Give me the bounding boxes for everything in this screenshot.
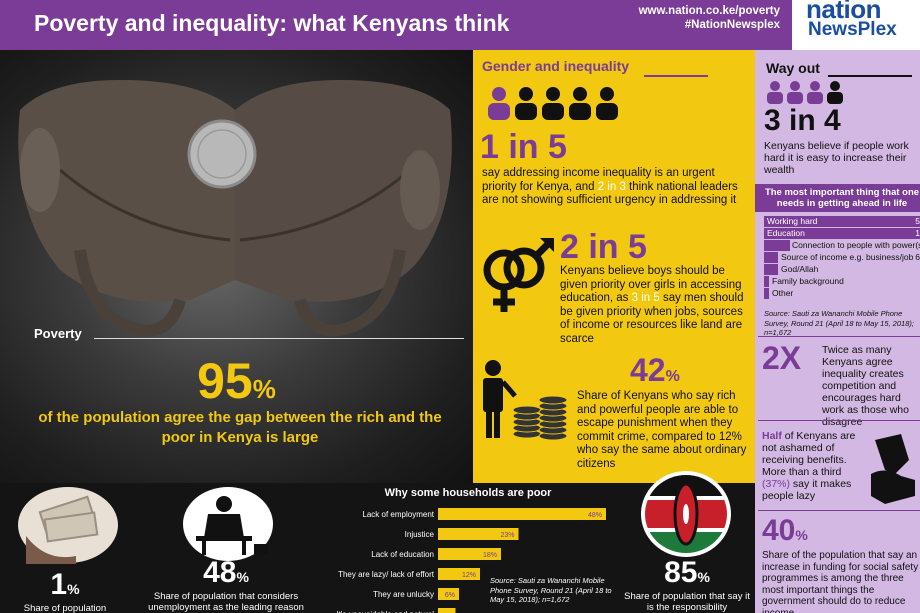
rich-man-money-icon — [483, 360, 568, 441]
left-hand-shape — [18, 80, 236, 302]
hands-illustration — [18, 80, 452, 337]
chart-value-label: 23% — [500, 532, 514, 539]
way-out-item-label: God/Allah — [781, 264, 819, 274]
coin-icon — [187, 119, 257, 189]
way-out-item-label: Source of income e.g. business/job — [781, 252, 914, 262]
stat-2-in-5: 2 in 5 — [560, 228, 647, 266]
chart-bar — [438, 528, 519, 540]
way-out-chart-title-bg — [755, 184, 920, 212]
chart-category-label: They are unlucky — [373, 590, 434, 599]
chart-bar — [438, 548, 501, 560]
poverty-stat-unit: % — [252, 374, 276, 404]
way-out-text-4: Share of the population that say an incr… — [762, 550, 919, 613]
poverty-label: Poverty — [34, 326, 82, 341]
chart-bar — [438, 608, 456, 613]
gender-header-line — [644, 75, 708, 77]
right-thumb — [400, 150, 440, 230]
way-out-item-label: Family background — [772, 276, 844, 286]
stat-40: 40% — [762, 514, 808, 547]
way-out-source: Source: Sauti za Wananchi Mobile Phone S… — [764, 309, 914, 337]
money-hand-icon — [18, 487, 118, 564]
way-out-panel — [755, 50, 920, 613]
stat-2x: 2X — [762, 340, 802, 376]
poverty-stat-value: 95 — [197, 353, 253, 409]
unemployed-man-icon — [183, 487, 273, 561]
chart-value-label: 12% — [462, 572, 476, 579]
why-poor-chart: Why some households are poor Lack of emp… — [318, 487, 618, 613]
header-url[interactable]: www.nation.co.ke/poverty — [638, 5, 780, 17]
chart-category-label: They are lazy/ lack of effort — [338, 570, 435, 579]
chart-svg: Lack of employment 48% Injustice 23% Lack of… — [336, 508, 606, 613]
poverty-stat: 95% — [0, 352, 473, 410]
way-out-text-1: Kenyans believe if people work hard it i… — [764, 140, 909, 176]
page-title: Poverty and inequality: what Kenyans thi… — [34, 10, 510, 36]
way-out-text-2: Twice as many Kenyans agree inequality c… — [822, 344, 909, 428]
poverty-description: of the population agree the gap between … — [38, 409, 442, 446]
poverty-divider — [94, 338, 464, 339]
gender-symbols-icon — [483, 238, 554, 312]
chart-source: Source: Sauti za Wananchi Mobile Phone S… — [490, 576, 612, 604]
stat-42: 42% — [630, 352, 680, 388]
gender-text-1: say addressing income inequality is an u… — [482, 167, 738, 206]
left-thumb — [20, 128, 60, 212]
chart-category-label: It's unavoidable and natural — [336, 610, 434, 613]
way-out-divider-2 — [758, 420, 920, 421]
chart-title: Why some households are poor — [384, 487, 552, 499]
bottom-text-1: Share of population — [23, 603, 107, 613]
bottom-text-2: Share of population that considers unemp… — [148, 591, 304, 613]
bottom-text-3: Share of population that say it is the r… — [624, 591, 750, 613]
chart-value-label: 6% — [445, 592, 455, 599]
bottom-strip — [0, 483, 755, 613]
people-3-in-4-icon — [767, 81, 843, 104]
chart-bar — [438, 588, 459, 600]
kenya-flag-shield-icon — [641, 471, 731, 557]
logo-nation: nation — [806, 0, 882, 24]
chart-value-label: 48% — [588, 512, 602, 519]
way-out-header: Way out — [766, 60, 820, 76]
way-out-item-label: Other — [772, 288, 794, 298]
bottom-stat-2: 48% — [203, 556, 249, 589]
header-url-block: www.nation.co.ke/poverty #NationNewsplex — [624, 4, 780, 32]
way-out-chart: Working hard 5 Education 1 Connection to p… — [764, 216, 920, 300]
hands-photo — [0, 50, 473, 483]
gender-header: Gender and inequality — [482, 58, 630, 74]
way-out-text-3: Half of Kenyans are not ashamed of recei… — [762, 430, 856, 502]
way-out-chart-title: The most important thing that one needs … — [764, 187, 920, 209]
chart-bar — [438, 508, 606, 520]
header-bar — [0, 0, 920, 50]
gender-text-3: Share of Kenyans who say rich and powerf… — [577, 390, 747, 470]
chart-category-label: Injustice — [405, 530, 435, 539]
stat-1-in-5: 1 in 5 — [480, 128, 567, 166]
right-hand-shape — [235, 80, 452, 302]
logo-newsplex: NewsPlex — [808, 19, 897, 40]
stat-3-in-4: 3 in 4 — [764, 104, 841, 137]
chart-category-label: Lack of education — [371, 550, 434, 559]
chart-bar — [438, 568, 480, 580]
bottom-stat-1: 1% — [50, 568, 80, 601]
chart-value-label: 18% — [483, 552, 497, 559]
way-out-item-label: Working hard — [767, 216, 818, 226]
gender-text-2: Kenyans believe boys should be given pri… — [560, 265, 744, 345]
way-out-item-label: Connection to people with power(s) — [792, 240, 920, 250]
logo-background — [792, 0, 920, 50]
people-1-in-5-icon — [488, 87, 618, 120]
way-out-divider-1 — [758, 336, 920, 337]
way-out-item-label: Education — [767, 228, 805, 238]
bottom-stat-3: 85% — [664, 556, 710, 589]
hand-receiving-icon — [871, 434, 915, 504]
way-out-divider-3 — [758, 510, 920, 511]
chart-category-label: Lack of employment — [362, 510, 434, 519]
header-hashtag: #NationNewsplex — [684, 19, 780, 31]
way-out-header-line — [828, 75, 912, 77]
